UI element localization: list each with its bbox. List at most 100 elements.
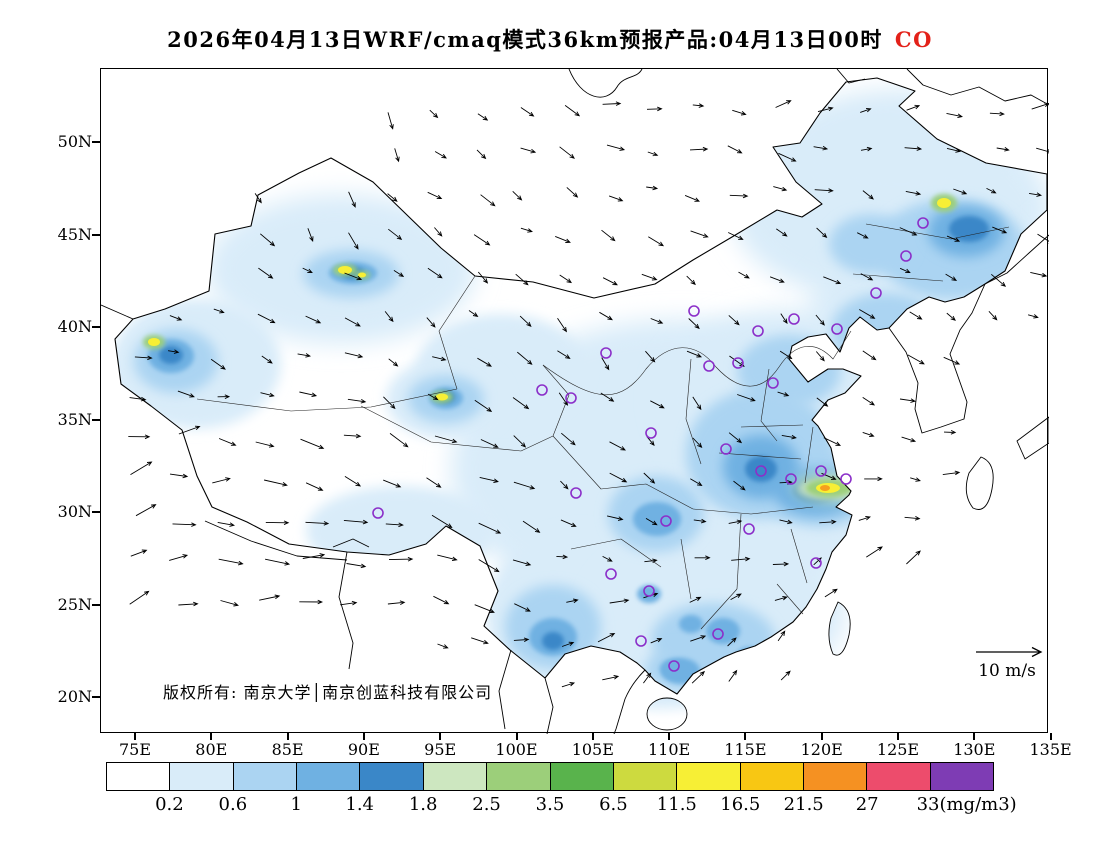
lon-axis-tick <box>591 733 594 740</box>
co-blob-y1 <box>338 266 352 274</box>
lat-axis-tick <box>92 326 100 328</box>
coastlines-and-borders <box>101 69 1049 734</box>
co-blob-b4 <box>542 632 564 650</box>
wind-scale-arrow <box>976 646 1043 658</box>
station-marker <box>660 515 672 527</box>
colorbar-tick-label: 1 <box>290 794 303 815</box>
wind-scale-label: 10 m/s <box>978 661 1036 681</box>
station-marker <box>600 347 612 359</box>
station-marker <box>688 305 700 317</box>
colorbar-tick-label: 3.5 <box>535 794 565 815</box>
colorbar-segment <box>487 763 551 790</box>
colorbar-tick-label: 16.5 <box>720 794 761 815</box>
station-marker <box>788 313 800 325</box>
lon-tick-label: 135E <box>1029 740 1072 759</box>
co-blob-b3 <box>637 585 661 603</box>
lat-tick-label: 50N <box>57 132 92 151</box>
colorbar-segment <box>360 763 424 790</box>
lat-axis-tick <box>92 603 100 606</box>
co-blob-y1 <box>358 272 366 278</box>
lon-tick-label: 100E <box>495 740 538 759</box>
lon-axis-tick <box>897 733 899 740</box>
lon-axis-tick <box>210 733 213 740</box>
station-marker <box>917 217 929 229</box>
colorbar-segment <box>613 763 678 790</box>
colorbar-segment <box>803 763 868 790</box>
colorbar-segment <box>170 763 234 790</box>
lon-tick-label: 90E <box>347 740 380 759</box>
lat-axis-tick <box>92 696 100 698</box>
lon-axis-tick <box>744 733 747 740</box>
lon-tick-label: 125E <box>876 740 920 759</box>
colorbar-tick-label: 21.5 <box>783 794 824 815</box>
co-concentration-shading <box>115 89 1047 709</box>
lat-tick-label: 25N <box>57 594 92 614</box>
colorbar-tick-label: 1.8 <box>408 794 438 815</box>
station-marker <box>831 323 843 335</box>
station-marker <box>565 392 577 404</box>
title-species: CO <box>894 27 933 52</box>
station-marker <box>810 557 822 569</box>
lon-axis-tick <box>362 733 365 740</box>
colorbar-segment <box>867 763 931 790</box>
co-blob-b4 <box>745 456 777 482</box>
station-marker <box>720 443 732 455</box>
co-blob-y1 <box>436 393 448 401</box>
colorbar-segment <box>740 763 804 790</box>
province-boundaries <box>196 223 1010 630</box>
wind-vectors <box>128 100 1049 688</box>
lon-tick-label: 75E <box>118 740 152 759</box>
colorbar-segment <box>423 763 488 790</box>
colorbar-tick-label-unit: 33(mg/m3) <box>916 794 1017 815</box>
lon-tick-label: 105E <box>571 740 614 759</box>
lon-tick-label: 85E <box>271 740 304 759</box>
lat-tick-label: 20N <box>57 687 92 706</box>
lat-axis-tick <box>92 511 100 513</box>
co-blob-b4 <box>949 216 989 242</box>
lon-axis-tick <box>668 733 671 740</box>
colorbar-segment <box>930 763 994 790</box>
lat-tick-label: 35N <box>57 409 92 429</box>
station-marker <box>605 568 617 580</box>
co-blob-b1 <box>306 486 496 576</box>
lon-tick-label: 130E <box>953 740 996 759</box>
forecast-map-canvas <box>101 69 1049 734</box>
lat-tick-label: 30N <box>57 502 92 521</box>
station-marker <box>668 660 680 672</box>
colorbar-segment <box>550 763 614 790</box>
colorbar-segment <box>677 763 741 790</box>
colorbar-segment <box>233 763 298 790</box>
colorbar-tick-label: 2.5 <box>472 794 501 815</box>
china-national-boundary <box>114 77 1048 695</box>
colorbar-tick-label: 0.2 <box>155 794 184 815</box>
station-marker <box>743 523 755 535</box>
co-blob-y1 <box>937 198 951 208</box>
lon-tick-label: 115E <box>724 740 767 759</box>
co-blob-b2 <box>829 214 913 274</box>
lon-axis-tick <box>286 733 289 740</box>
lat-axis-tick <box>92 141 100 143</box>
co-blob-y1 <box>400 566 408 572</box>
station-marker <box>372 507 384 519</box>
colorbar-tick-label: 27 <box>855 794 879 815</box>
lon-tick-label: 95E <box>424 740 457 759</box>
lat-axis-tick <box>92 233 100 236</box>
co-blob-o1 <box>820 485 830 491</box>
lon-axis-tick <box>134 733 136 740</box>
station-marker <box>785 473 797 485</box>
colorbar <box>106 762 994 791</box>
station-marker <box>635 635 647 647</box>
lon-tick-label: 120E <box>800 740 843 759</box>
title-text: 2026年04月13日WRF/cmaq模式36km预报产品:04月13日00时 <box>167 27 883 52</box>
lat-tick-label: 45N <box>57 224 92 244</box>
station-marker <box>752 325 764 337</box>
station-marker <box>900 250 912 262</box>
co-blob-b3 <box>660 659 688 679</box>
station-markers <box>372 217 929 672</box>
co-blob-y1 <box>148 338 160 346</box>
station-marker <box>815 465 827 477</box>
lon-axis-tick <box>973 733 976 740</box>
co-blob-b3 <box>736 647 762 667</box>
colorbar-tick-label: 6.5 <box>599 794 628 815</box>
